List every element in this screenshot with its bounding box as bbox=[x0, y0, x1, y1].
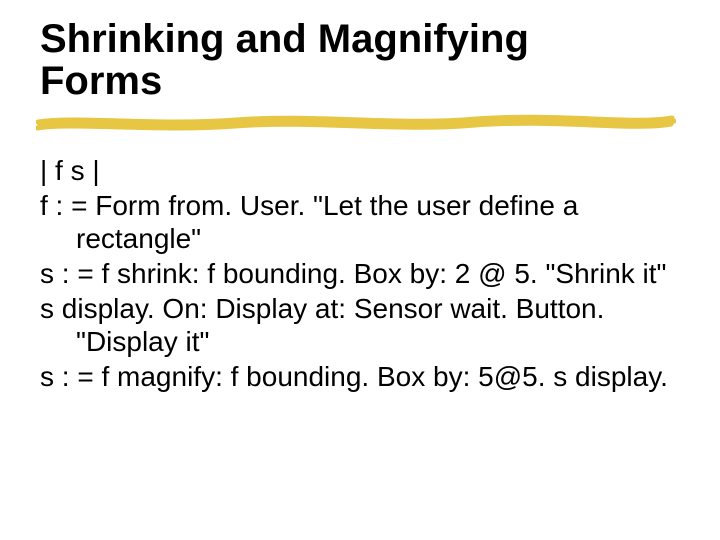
code-line-4: s display. On: Display at: Sensor wait. … bbox=[40, 292, 680, 358]
slide-title: Shrinking and Magnifying Forms bbox=[40, 18, 680, 102]
code-line-3: s : = f shrink: f bounding. Box by: 2 @ … bbox=[40, 257, 680, 290]
title-line-2: Forms bbox=[40, 59, 162, 103]
title-line-1: Shrinking and Magnifying bbox=[40, 17, 529, 61]
code-line-1: | f s | bbox=[40, 154, 680, 187]
slide-body: | f s | f : = Form from. User. "Let the … bbox=[40, 154, 680, 393]
code-line-2: f : = Form from. User. "Let the user def… bbox=[40, 189, 680, 255]
slide: Shrinking and Magnifying Forms | f s | f… bbox=[0, 0, 720, 540]
title-underline bbox=[36, 108, 676, 132]
code-line-5: s : = f magnify: f bounding. Box by: 5@5… bbox=[40, 360, 680, 393]
